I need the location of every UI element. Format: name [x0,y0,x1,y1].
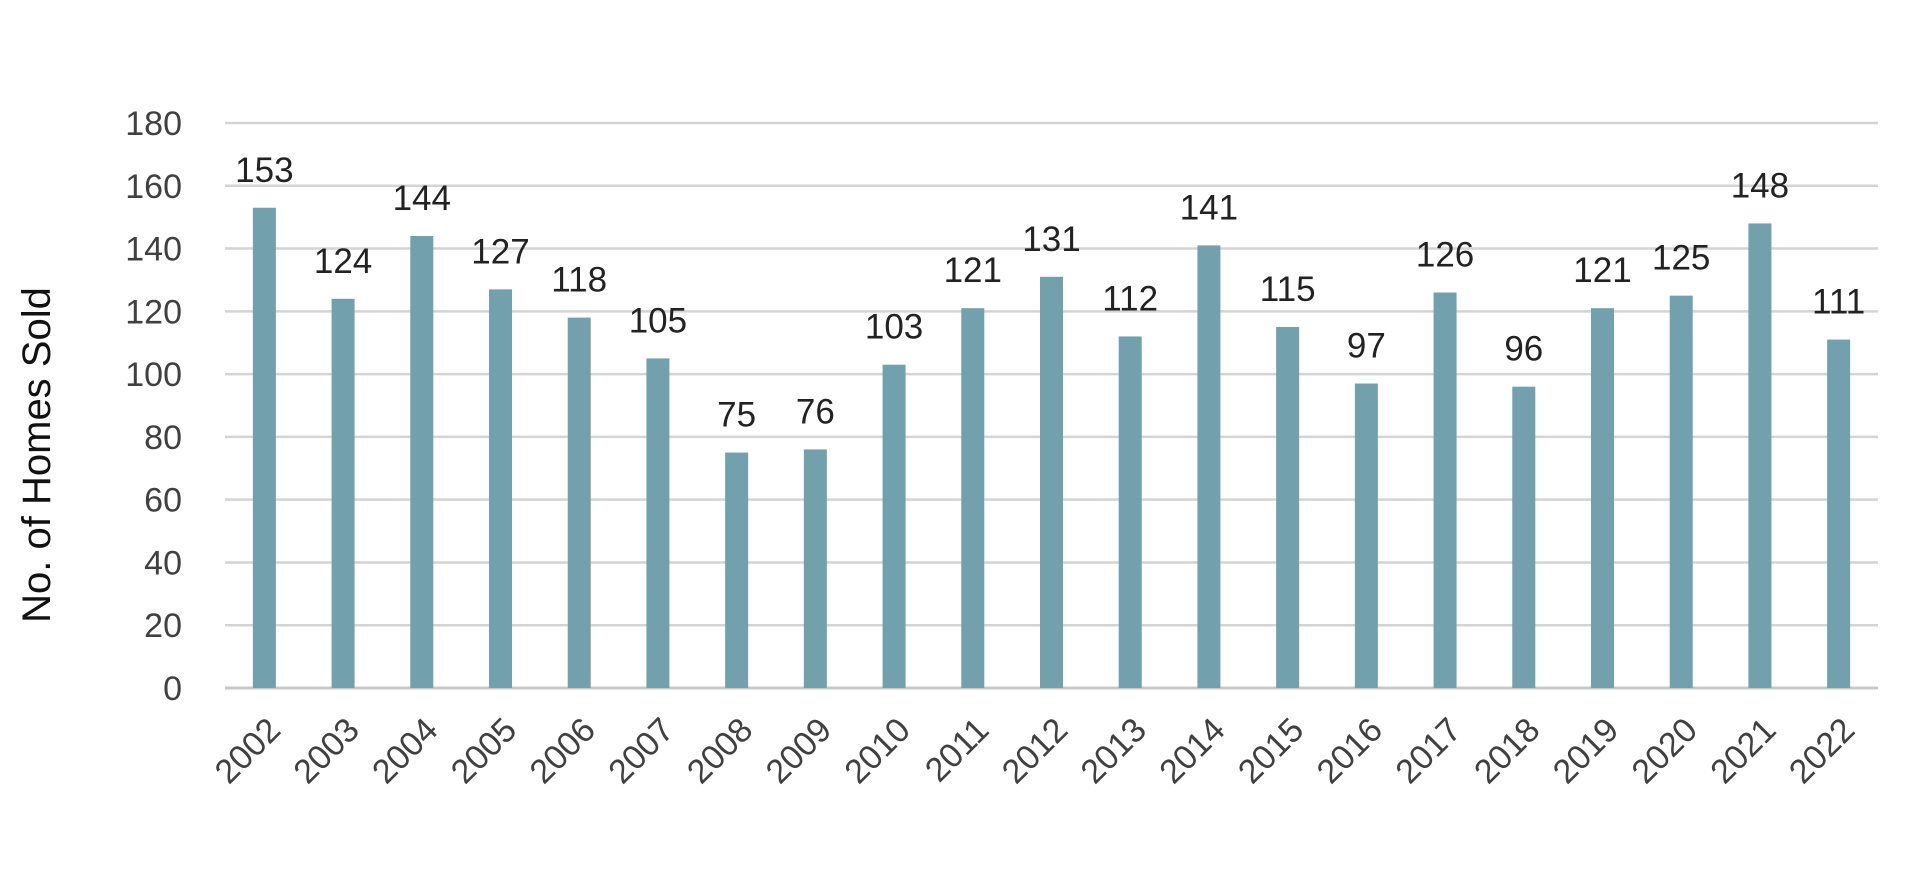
bar-2002 [252,207,276,688]
x-tick-label-2003: 2003 [286,711,366,791]
y-tick-label-140: 140 [125,231,182,269]
x-tick-label-2008: 2008 [680,711,760,791]
bar-2003 [331,298,355,688]
data-label-2020: 125 [1652,239,1710,278]
bar-2022 [1827,339,1851,688]
y-tick-label-0: 0 [163,670,182,708]
data-label-2022: 111 [1812,283,1865,322]
x-tick-label-2020: 2020 [1625,711,1705,791]
bar-2009 [803,449,827,688]
x-tick-label-2021: 2021 [1703,711,1783,791]
data-labels: 153 124 144 127 118 105 75 76 103 121 131 112 141 115… [235,151,1865,435]
data-label-2007: 105 [629,301,687,340]
data-label-2005: 127 [471,232,529,271]
data-label-2006: 118 [551,261,607,300]
x-tick-label-2011: 2011 [918,711,997,790]
x-tick-label-2013: 2013 [1074,711,1154,791]
x-tick-label-2018: 2018 [1467,711,1547,791]
bar-2021 [1748,223,1772,688]
x-tick-label-2019: 2019 [1546,711,1626,791]
bar-2011 [961,308,985,688]
bar-2019 [1591,308,1614,688]
y-tick-label-180: 180 [125,105,182,143]
bar-2018 [1512,386,1536,688]
data-label-2010: 103 [865,308,923,347]
x-tick-label-2009: 2009 [759,711,839,791]
x-tick-label-2022: 2022 [1782,711,1862,791]
data-label-2002: 153 [235,151,293,190]
data-label-2016: 97 [1347,327,1386,366]
data-label-2008: 75 [717,396,756,435]
y-tick-label-40: 40 [144,544,182,582]
data-label-2017: 126 [1416,236,1474,275]
x-tick-label-2002: 2002 [208,711,288,791]
bar-2007 [646,358,670,688]
x-tick-label-2007: 2007 [601,711,681,791]
bars [252,207,1851,688]
bar-2010 [882,364,906,688]
data-label-2004: 144 [393,179,451,218]
bar-2017 [1433,292,1457,688]
data-label-2014: 141 [1180,188,1238,227]
y-axis-tick-labels: 0 20 40 60 80 100 120 140 160 180 [125,105,182,708]
data-label-2013: 112 [1102,279,1158,318]
y-tick-label-60: 60 [144,482,182,520]
x-tick-label-2010: 2010 [837,711,917,791]
x-tick-label-2006: 2006 [523,711,603,791]
bar-2008 [725,452,749,688]
x-tick-label-2005: 2005 [444,711,524,791]
y-axis-title: No. of Homes Sold [15,287,59,623]
y-tick-label-120: 120 [125,293,182,331]
y-tick-label-100: 100 [125,356,182,394]
y-tick-label-20: 20 [144,607,182,645]
data-label-2003: 124 [314,242,372,281]
x-tick-label-2014: 2014 [1152,711,1232,791]
bar-2013 [1118,336,1142,688]
bar-2020 [1669,295,1693,688]
data-label-2015: 115 [1260,270,1316,309]
data-label-2019: 121 [1573,251,1631,290]
bar-2006 [567,317,591,688]
bar-2004 [410,236,434,688]
bar-2014 [1197,245,1221,688]
x-tick-label-2015: 2015 [1231,711,1311,791]
x-tick-label-2004: 2004 [365,711,445,791]
bar-2005 [489,289,512,688]
x-tick-label-2017: 2017 [1388,711,1468,791]
y-tick-label-80: 80 [144,419,182,457]
data-label-2021: 148 [1731,166,1789,205]
bar-2012 [1040,276,1063,688]
data-label-2011: 121 [944,251,1002,290]
bar-2015 [1276,327,1300,688]
x-tick-label-2012: 2012 [995,711,1075,791]
y-tick-label-160: 160 [125,168,182,206]
data-label-2012: 131 [1022,220,1080,259]
bar-2016 [1354,383,1378,688]
data-label-2009: 76 [796,392,835,431]
x-tick-label-2016: 2016 [1310,711,1390,791]
data-label-2018: 96 [1504,330,1543,369]
